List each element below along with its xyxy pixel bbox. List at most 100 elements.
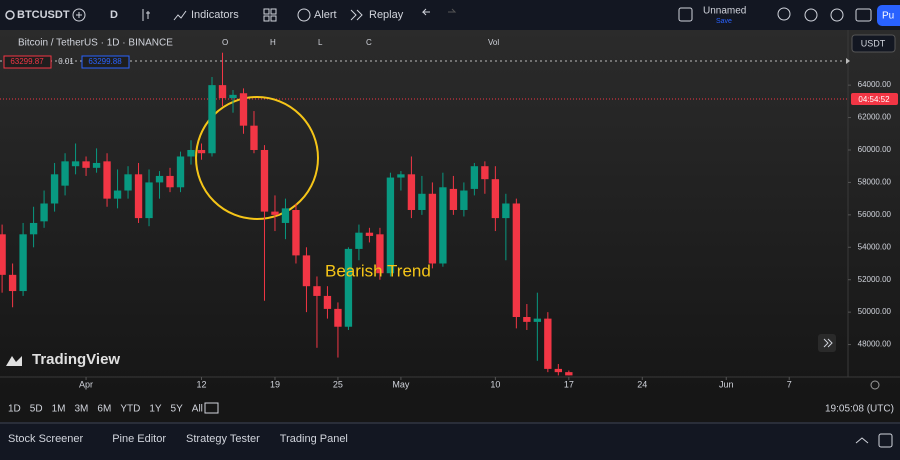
replay-button[interactable]: Replay (369, 9, 404, 21)
candle-body (82, 161, 90, 168)
candle-body (229, 94, 237, 99)
chart-type-icon[interactable] (142, 9, 150, 21)
ask-box (81, 55, 130, 69)
interval[interactable]: D (110, 9, 118, 21)
axis-settings[interactable] (870, 380, 880, 390)
layout-status: Save (716, 18, 732, 25)
candle-body (355, 232, 363, 249)
candle-body (166, 175, 174, 188)
candle-body (0, 234, 6, 275)
scroll-button[interactable] (818, 334, 836, 352)
top-toolbar (0, 0, 900, 30)
publish-label[interactable]: Pu (882, 11, 894, 22)
legend-field: Vol (488, 38, 499, 47)
collapse-icon[interactable] (855, 437, 869, 444)
candle-body (134, 174, 143, 219)
y-tick-label: 62000.00 (858, 113, 892, 122)
y-tick-label: 52000.00 (858, 275, 892, 284)
templates-icon (270, 8, 277, 15)
countdown-tag (851, 93, 898, 105)
timeframe-button[interactable]: 1M (52, 404, 66, 415)
bottom-tab[interactable]: Strategy Tester (186, 433, 260, 445)
candle-body (334, 308, 342, 327)
alert-button[interactable]: Alert (314, 9, 337, 21)
candle-body (491, 179, 500, 219)
watermark: TradingView (32, 351, 120, 368)
candle-body (386, 177, 395, 274)
currency-button[interactable] (851, 34, 896, 53)
candle-body (344, 248, 353, 327)
alert-icon[interactable] (297, 8, 311, 22)
x-tick-label: 17 (564, 379, 574, 389)
date-range-icon[interactable] (204, 402, 219, 414)
currency[interactable]: USDT (861, 38, 886, 48)
layout-icon[interactable] (678, 7, 693, 22)
candle-body (418, 193, 426, 210)
templates-icon[interactable] (263, 8, 270, 15)
timeframe-button[interactable]: 5Y (171, 404, 184, 415)
candle-body (8, 274, 17, 292)
undo-icon[interactable] (421, 8, 430, 16)
candle-body (565, 372, 573, 376)
candle-body (250, 125, 258, 150)
bottom-tab[interactable]: Trading Panel (280, 433, 348, 445)
candle-body (481, 166, 489, 180)
candle-body (439, 187, 447, 264)
publish-button[interactable] (877, 5, 900, 26)
timeframe-button[interactable]: 1D (8, 404, 21, 415)
timeframe-button[interactable]: All (192, 404, 203, 415)
timeframe-button[interactable]: 5D (30, 404, 43, 415)
candle-body (512, 203, 521, 318)
bottom-tab[interactable]: Pine Editor (112, 433, 166, 445)
layout-name[interactable]: Unnamed (703, 6, 746, 17)
x-tick-label: 7 (787, 379, 792, 389)
countdown: 04:54:52 (858, 95, 890, 104)
candle-body (260, 149, 269, 212)
x-tick-label: May (392, 379, 410, 389)
candle-body (323, 295, 332, 309)
templates-icon (263, 15, 270, 22)
y-tick-label: 64000.00 (858, 80, 892, 89)
candle-body (29, 222, 38, 235)
x-tick-label: 12 (196, 379, 206, 389)
candle-body (502, 203, 510, 219)
candle-body (428, 193, 437, 264)
quick-search-icon[interactable] (777, 7, 791, 21)
candle-body (376, 234, 384, 274)
replay-icon[interactable] (350, 9, 363, 21)
fullscreen-icon[interactable] (830, 8, 844, 22)
candle-body (103, 161, 111, 199)
bottom-tab[interactable]: Stock Screener (8, 433, 84, 445)
candle-body (544, 318, 552, 369)
candle-body (397, 174, 405, 178)
add-symbol-icon[interactable] (72, 8, 86, 22)
candle-body (313, 286, 321, 296)
indicators-button[interactable]: Indicators (191, 9, 239, 21)
redo-icon[interactable] (448, 8, 457, 13)
legend-field: C (366, 38, 372, 47)
timeframe-button[interactable]: 1Y (149, 404, 162, 415)
candle-body (208, 85, 216, 154)
candle-body (292, 209, 300, 256)
indicators-icon[interactable] (173, 10, 187, 21)
search-icon[interactable] (5, 10, 15, 20)
candle-body (470, 166, 479, 189)
settings-icon[interactable] (804, 8, 818, 22)
timeframe-button[interactable]: 3M (75, 404, 89, 415)
scroll-icon (823, 338, 833, 348)
candle-body (271, 211, 279, 215)
y-tick-label: 48000.00 (858, 340, 892, 349)
snapshot-icon[interactable] (855, 8, 872, 22)
y-tick-label: 56000.00 (858, 210, 892, 219)
timeframe-button[interactable]: YTD (120, 404, 140, 415)
y-tick-label: 60000.00 (858, 145, 892, 154)
symbol[interactable]: BTCUSDT (17, 9, 70, 21)
annotation: Bearish Trend (325, 261, 431, 280)
candle-body (40, 203, 48, 222)
maximize-icon[interactable] (878, 433, 893, 448)
x-tick-label: 25 (333, 379, 343, 389)
bid-price: 63299.87 (10, 57, 44, 66)
timeframe-button[interactable]: 6M (97, 404, 111, 415)
